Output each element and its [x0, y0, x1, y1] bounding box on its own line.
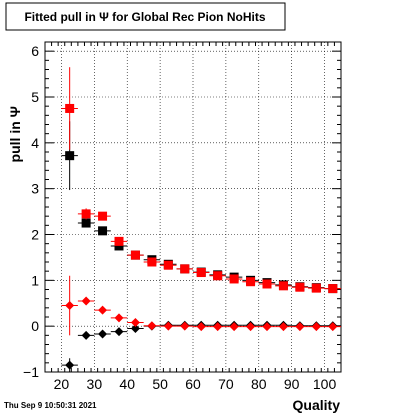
y-tick-label: 1 [31, 272, 39, 288]
data-point-diamond [246, 322, 256, 332]
data-point-diamond [98, 305, 108, 315]
x-tick-label: 80 [251, 376, 267, 392]
data-point-diamond [278, 322, 288, 332]
data-point-diamond [114, 313, 124, 323]
data-point-square [81, 209, 91, 219]
data-point-square [229, 274, 239, 284]
data-point-square [81, 218, 91, 228]
data-point-diamond [130, 318, 140, 327]
grid-lines [45, 42, 341, 373]
chart-title: Fitted pull in Ψ for Global Rec Pion NoH… [24, 10, 265, 24]
data-point-square [98, 211, 108, 221]
data-point-diamond [295, 322, 305, 332]
y-tick-label: 6 [31, 43, 39, 59]
x-tick-label: 50 [152, 376, 168, 392]
y-tick-label: 0 [31, 318, 39, 334]
x-tick-label: 30 [87, 376, 103, 392]
data-point-square [130, 250, 140, 260]
data-point-diamond [65, 360, 75, 370]
timestamp: Thu Sep 9 10:50:31 2021 [4, 401, 97, 410]
data-point-diamond [98, 329, 108, 339]
data-point-square [180, 264, 190, 274]
data-point-square [114, 241, 124, 251]
y-tick-label: −1 [23, 364, 39, 380]
x-tick-label: 40 [119, 376, 135, 392]
data-point-square [278, 281, 288, 291]
data-point-square [262, 279, 272, 289]
data-marks [61, 67, 341, 372]
y-tick-label: 3 [31, 181, 39, 197]
data-point-diamond [163, 321, 173, 331]
y-tick-label: 5 [31, 89, 39, 105]
data-point-diamond [65, 301, 75, 311]
y-axis-label: pull in Ψ [7, 106, 23, 162]
data-point-square [65, 103, 75, 113]
x-tick-label: 20 [54, 376, 70, 392]
data-point-diamond [196, 322, 206, 332]
data-point-square [311, 283, 321, 293]
data-point-diamond [311, 322, 321, 332]
data-point-diamond [81, 330, 91, 340]
data-point-square [65, 151, 75, 161]
title-box [5, 2, 286, 31]
x-tick-label: 60 [185, 376, 201, 392]
data-point-square [295, 282, 305, 292]
x-tick-label: 70 [218, 376, 234, 392]
data-point-square [246, 277, 256, 287]
y-tick-label: 4 [31, 135, 39, 151]
x-axis-label: Quality [293, 397, 341, 413]
data-point-square [328, 284, 338, 294]
data-point-square [98, 226, 108, 236]
data-point-square [114, 236, 124, 246]
data-point-diamond [81, 296, 91, 306]
data-point-diamond [213, 322, 223, 332]
data-point-diamond [229, 322, 239, 332]
data-point-diamond [180, 321, 190, 331]
x-tick-label: 90 [284, 376, 300, 392]
data-point-square [147, 257, 157, 267]
data-point-diamond [130, 323, 140, 333]
data-point-diamond [114, 327, 124, 337]
axes: 20 30 40 50 60 70 80 90 100 −1 0 1 2 3 4 5 6 [23, 41, 342, 392]
data-point-square [213, 271, 223, 281]
y-tick-label: 2 [31, 227, 39, 243]
data-point-square [163, 260, 173, 270]
data-point-square [196, 268, 206, 278]
data-point-diamond [147, 321, 157, 331]
data-point-diamond [262, 322, 272, 332]
data-point-diamond [328, 322, 338, 332]
x-tick-label: 100 [313, 376, 337, 392]
